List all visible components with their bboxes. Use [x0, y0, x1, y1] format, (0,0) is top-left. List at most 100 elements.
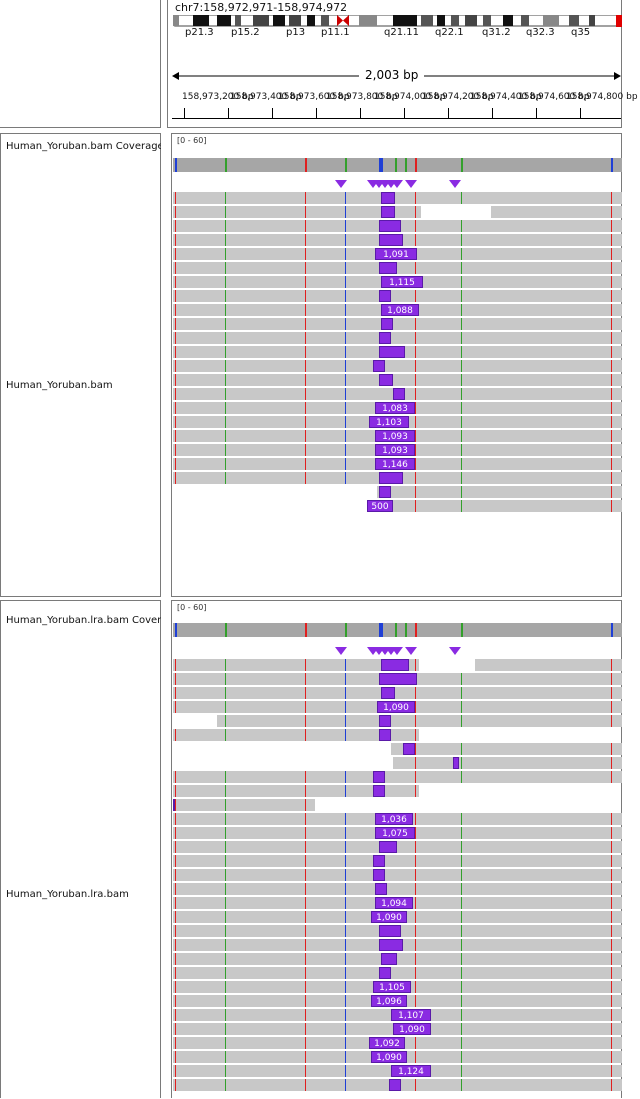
mismatch: [225, 192, 226, 204]
mismatch: [611, 360, 612, 372]
mismatch: [461, 458, 462, 470]
coverage-mismatch: [225, 158, 227, 172]
coverage-bar: [173, 158, 622, 172]
mismatch: [225, 262, 226, 274]
mismatch: [415, 332, 416, 344]
mismatch: [225, 332, 226, 344]
mismatch: [415, 192, 416, 204]
mismatch: [461, 771, 462, 783]
aligned-read: [173, 659, 419, 671]
mismatch: [345, 701, 346, 713]
mismatch: [345, 897, 346, 909]
coverage-track[interactable]: [173, 156, 622, 174]
mismatch: [461, 855, 462, 867]
mismatch: [345, 430, 346, 442]
mismatch: [415, 827, 416, 839]
mismatch: [611, 701, 612, 713]
mismatch: [305, 248, 306, 260]
coverage-mismatch: [381, 158, 383, 172]
mismatch: [175, 318, 176, 330]
mismatch: [225, 785, 226, 797]
mismatch: [345, 659, 346, 671]
mismatch: [175, 925, 176, 937]
mismatch: [415, 715, 416, 727]
aligned-read: [173, 771, 622, 783]
aligned-read: [173, 883, 622, 895]
mismatch: [345, 869, 346, 881]
insertion-block: [381, 206, 395, 218]
insertion-block: [389, 1079, 401, 1091]
insertion-block: [173, 799, 175, 811]
mismatch: [305, 967, 306, 979]
mismatch: [611, 318, 612, 330]
mismatch: [461, 827, 462, 839]
insertion-block: [379, 729, 391, 741]
mismatch: [175, 1065, 176, 1077]
mismatch: [305, 981, 306, 993]
mismatch: [175, 346, 176, 358]
mismatch: [225, 206, 226, 218]
mismatch: [611, 402, 612, 414]
mismatch: [225, 1009, 226, 1021]
mismatch: [415, 458, 416, 470]
mismatch: [611, 458, 612, 470]
mismatch: [461, 486, 462, 498]
insertion-marker: [449, 647, 461, 655]
mismatch: [305, 318, 306, 330]
mismatch: [415, 869, 416, 881]
chromosome-ideogram[interactable]: p21.3 p15.2 p13 p11.1 q21.11 q22.1 q31.2…: [173, 15, 622, 39]
mismatch: [611, 827, 612, 839]
ruler-label: 158,973,200 bp: [182, 92, 254, 102]
mismatch: [225, 430, 226, 442]
mismatch: [305, 1037, 306, 1049]
insertion-marker: [335, 647, 347, 655]
mismatch: [461, 1023, 462, 1035]
mismatch: [225, 897, 226, 909]
mismatch: [461, 416, 462, 428]
mismatch: [175, 192, 176, 204]
mismatch: [415, 897, 416, 909]
mismatch: [415, 743, 416, 755]
mismatch: [415, 486, 416, 498]
mismatch: [305, 444, 306, 456]
ruler-label: 158,973,400 bp: [230, 92, 302, 102]
aligned-read: [173, 360, 622, 372]
insertion-block: [373, 855, 385, 867]
mismatch: [225, 715, 226, 727]
mismatch: [611, 220, 612, 232]
aligned-read: [173, 332, 622, 344]
coverage-track-name[interactable]: Human_Yoruban.bam Coverage: [6, 141, 161, 152]
alignment-track[interactable]: 1,090 1,036 1,075 1,094 1,090 1,105 1,096 1,107…: [173, 645, 622, 1099]
mismatch: [345, 472, 346, 484]
mismatch: [305, 402, 306, 414]
span-label: 2,003 bp: [359, 68, 425, 82]
mismatch: [345, 318, 346, 330]
alignment-track[interactable]: 1,091 1,115 1,088 1,083 1,103 1,093 1,093 1,146…: [173, 178, 622, 596]
mismatch: [461, 374, 462, 386]
coverage-mismatch: [175, 623, 177, 637]
mismatch: [175, 897, 176, 909]
mismatch: [611, 1037, 612, 1049]
mismatch: [461, 472, 462, 484]
mismatch: [305, 192, 306, 204]
mismatch: [461, 939, 462, 951]
mismatch: [225, 673, 226, 685]
insertion-block: [379, 290, 391, 302]
mismatch: [611, 1079, 612, 1091]
band-label: q31.2: [482, 27, 511, 38]
alignment-track-name[interactable]: Human_Yoruban.bam: [6, 380, 113, 391]
mismatch: [415, 262, 416, 274]
mismatch: [175, 953, 176, 965]
mismatch: [415, 234, 416, 246]
alignment-track-name[interactable]: Human_Yoruban.lra.bam: [6, 889, 129, 900]
mismatch: [611, 290, 612, 302]
insertion-block: 1,090: [377, 701, 415, 713]
mismatch: [611, 248, 612, 260]
mismatch: [225, 687, 226, 699]
position-ruler[interactable]: 158,973,200 bp 158,973,400 bp 158,973,600 …: [172, 90, 638, 124]
coverage-track[interactable]: [173, 621, 622, 641]
aligned-read: [377, 486, 622, 498]
mismatch: [225, 472, 226, 484]
coverage-track-name[interactable]: Human_Yoruban.lra.bam Coverage: [6, 615, 161, 626]
mismatch: [225, 799, 226, 811]
